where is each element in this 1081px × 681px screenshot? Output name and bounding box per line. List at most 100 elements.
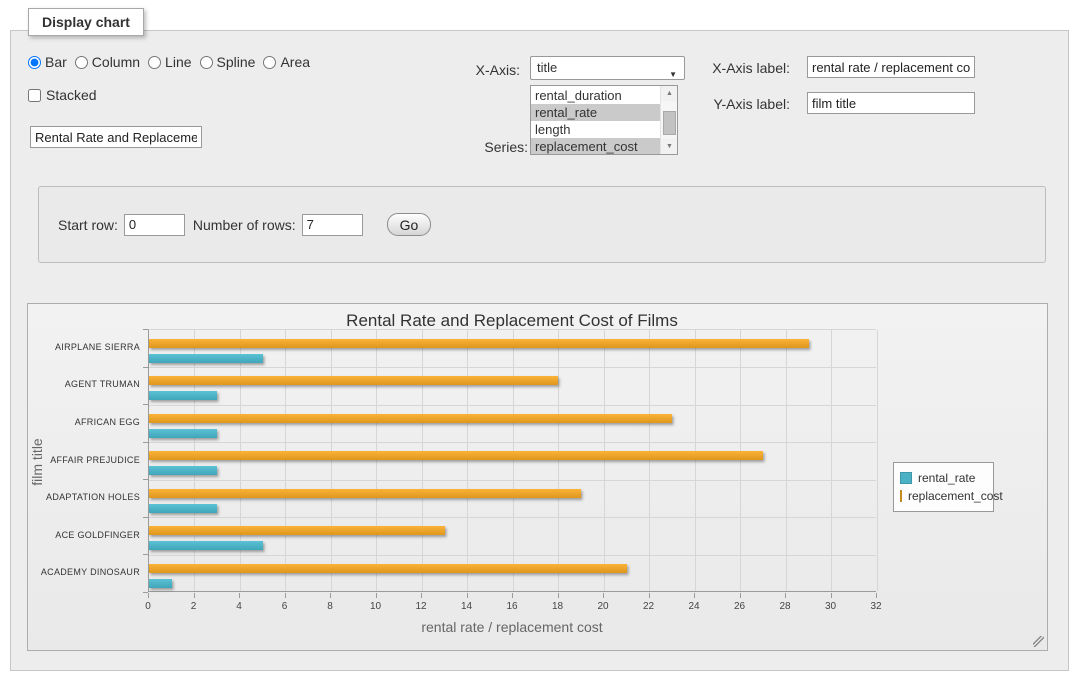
x-axis-tick [284, 593, 286, 598]
gridline-vertical [376, 330, 377, 591]
chart-type-radio-line[interactable] [148, 55, 162, 69]
x-tick-label: 30 [824, 601, 837, 612]
bar-rental_rate-affair-prejudice[interactable] [149, 466, 218, 476]
x-tick-label: 8 [327, 601, 333, 612]
x-axis-tick [193, 593, 195, 598]
chart-type-radio-label: Bar [45, 54, 67, 70]
bar-replacement_cost-academy-dinosaur[interactable] [149, 563, 627, 573]
chart-type-radio-column[interactable] [74, 55, 88, 69]
x-tick-label: 32 [870, 601, 882, 612]
stacked-checkbox[interactable] [28, 88, 41, 102]
bar-replacement_cost-adaptation-holes[interactable] [149, 488, 582, 498]
y-axis-label-input[interactable] [807, 92, 975, 114]
x-axis-tick [876, 593, 877, 598]
gridline-vertical [694, 330, 696, 591]
chart-type-radio-group: Bar Column Line Spline Area [28, 54, 318, 70]
gridline-vertical [603, 330, 605, 591]
series-multiselect[interactable]: rental_duration rental_rate length replacem… [530, 85, 678, 155]
gridline-horizontal [149, 479, 876, 481]
gridline-horizontal [149, 404, 876, 406]
gridline-horizontal [149, 442, 876, 444]
x-axis-tick [375, 593, 377, 598]
x-tick-label: 10 [369, 601, 382, 612]
start-row-label: Start row: [58, 216, 118, 233]
series-option-rental-rate[interactable]: rental_rate [531, 104, 660, 121]
number-of-rows-label: Number of rows: [192, 216, 296, 233]
chart-type-option-spline[interactable]: Spline [199, 54, 255, 70]
chart-type-option-line[interactable]: Line [148, 54, 192, 70]
stacked-option[interactable]: Stacked [28, 87, 97, 103]
x-axis-select[interactable]: title ▼ [530, 56, 685, 80]
gridline-vertical [285, 330, 286, 591]
stacked-label: Stacked [46, 87, 97, 103]
bar-rental_rate-adaptation-holes[interactable] [149, 503, 218, 513]
gridline-vertical [421, 330, 423, 591]
series-scrollbar[interactable]: ▲ ▼ [660, 86, 677, 154]
x-axis-tick [739, 593, 741, 598]
x-axis-tick [148, 593, 149, 598]
gridline-vertical [740, 330, 741, 591]
chart-type-option-area[interactable]: Area [263, 54, 310, 70]
category-label-affair-prejudice: AFFAIR PREJUDICE [50, 454, 140, 465]
number-of-rows-input[interactable] [301, 213, 363, 236]
bar-rental_rate-african-egg[interactable] [149, 428, 218, 438]
x-axis-tick [421, 593, 422, 598]
chart-type-option-column[interactable]: Column [74, 54, 140, 70]
x-tick-label: 0 [145, 601, 151, 612]
series-options: rental_duration rental_rate length replacem… [531, 87, 660, 154]
bar-replacement_cost-agent-truman[interactable] [149, 376, 559, 386]
x-tick-label: 24 [688, 601, 700, 612]
chart-type-radio-area[interactable] [263, 55, 277, 69]
scrollbar-down-icon[interactable]: ▼ [661, 139, 677, 154]
x-tick-label: 14 [460, 601, 473, 612]
chart-type-radio-label: Area [280, 54, 311, 70]
bar-replacement_cost-affair-prejudice[interactable] [149, 451, 764, 461]
legend-swatch-replacement-cost [900, 490, 902, 502]
bar-rental_rate-ace-goldfinger[interactable] [149, 541, 263, 551]
chart-title-input[interactable] [30, 126, 202, 148]
select-dropdown-arrow-icon: ▼ [669, 70, 677, 79]
gridline-vertical [467, 330, 468, 591]
x-axis-select-label: X-Axis: [475, 62, 520, 78]
start-row-input[interactable] [123, 213, 185, 236]
y-axis-tick [143, 554, 148, 555]
bar-rental_rate-academy-dinosaur[interactable] [149, 578, 172, 588]
bar-replacement_cost-african-egg[interactable] [149, 413, 673, 423]
bar-rental_rate-agent-truman[interactable] [149, 391, 218, 401]
x-axis-label-input[interactable] [807, 56, 975, 78]
category-label-airplane-sierra: AIRPLANE SIERRA [54, 341, 140, 352]
series-option-length[interactable]: length [535, 122, 571, 137]
y-axis-tick [143, 517, 148, 518]
series-option-replacement-cost[interactable]: replacement_cost [531, 138, 660, 154]
gridline-vertical [876, 330, 878, 591]
chart-type-radio-bar[interactable] [28, 55, 41, 69]
gridline-vertical [785, 330, 787, 591]
x-axis-tick [466, 593, 468, 598]
gridline-vertical [558, 330, 559, 591]
gridline-vertical [512, 330, 514, 591]
x-axis-tick [512, 593, 513, 598]
scrollbar-thumb[interactable] [663, 111, 676, 135]
x-axis-tick [648, 593, 650, 598]
chart-type-radio-spline[interactable] [199, 55, 213, 69]
go-button[interactable]: Go [386, 213, 432, 236]
series-option-rental-duration[interactable]: rental_duration [535, 88, 622, 103]
category-label-academy-dinosaur: ACADEMY DINOSAUR [40, 567, 140, 578]
scrollbar-up-icon[interactable]: ▲ [661, 86, 677, 101]
x-axis-tick [694, 593, 695, 598]
chart-type-option-bar[interactable]: Bar [28, 54, 67, 70]
legend-item-rental-rate[interactable]: rental_rate [900, 469, 987, 487]
legend-label: replacement_cost [908, 489, 1003, 503]
resize-grip-icon[interactable] [1033, 636, 1044, 647]
legend-swatch-rental-rate [900, 472, 912, 484]
category-label-african-egg: AFRICAN EGG [74, 416, 140, 427]
x-tick-label: 2 [190, 601, 197, 612]
x-axis-label-field-label: X-Axis label: [712, 60, 790, 76]
series-select-label: Series: [484, 139, 528, 155]
gridline-horizontal [149, 517, 876, 519]
bar-replacement_cost-ace-goldfinger[interactable] [149, 526, 445, 536]
bar-replacement_cost-airplane-sierra[interactable] [149, 338, 809, 348]
legend-item-replacement-cost[interactable]: replacement_cost [900, 487, 1003, 505]
bar-rental_rate-airplane-sierra[interactable] [149, 353, 263, 363]
x-tick-label: 16 [506, 601, 518, 612]
